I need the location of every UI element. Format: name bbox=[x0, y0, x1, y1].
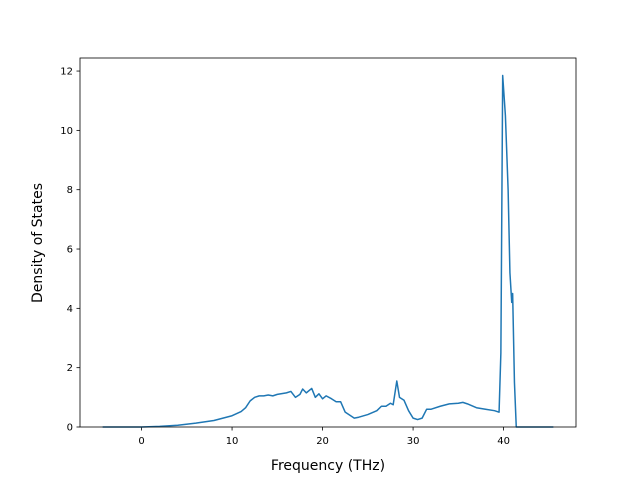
y-axis-label: Density of States bbox=[30, 183, 46, 303]
x-axis-label: Frequency (THz) bbox=[271, 458, 385, 474]
y-tick-label: 8 bbox=[67, 185, 73, 196]
y-tick-label: 12 bbox=[60, 67, 73, 78]
x-tick-label: 20 bbox=[316, 436, 329, 447]
x-tick-label: 40 bbox=[497, 436, 510, 447]
x-tick-label: 10 bbox=[226, 436, 239, 447]
x-tick-label: 30 bbox=[407, 436, 420, 447]
line bbox=[102, 74, 554, 428]
y-tick-label: 4 bbox=[67, 304, 73, 315]
plot-frame bbox=[79, 57, 577, 428]
y-tick-label: 0 bbox=[67, 423, 73, 434]
y-tick-label: 2 bbox=[67, 363, 73, 374]
y-tick-label: 10 bbox=[60, 126, 73, 137]
x-tick-label: 0 bbox=[138, 436, 144, 447]
y-tick-label: 6 bbox=[67, 245, 73, 256]
